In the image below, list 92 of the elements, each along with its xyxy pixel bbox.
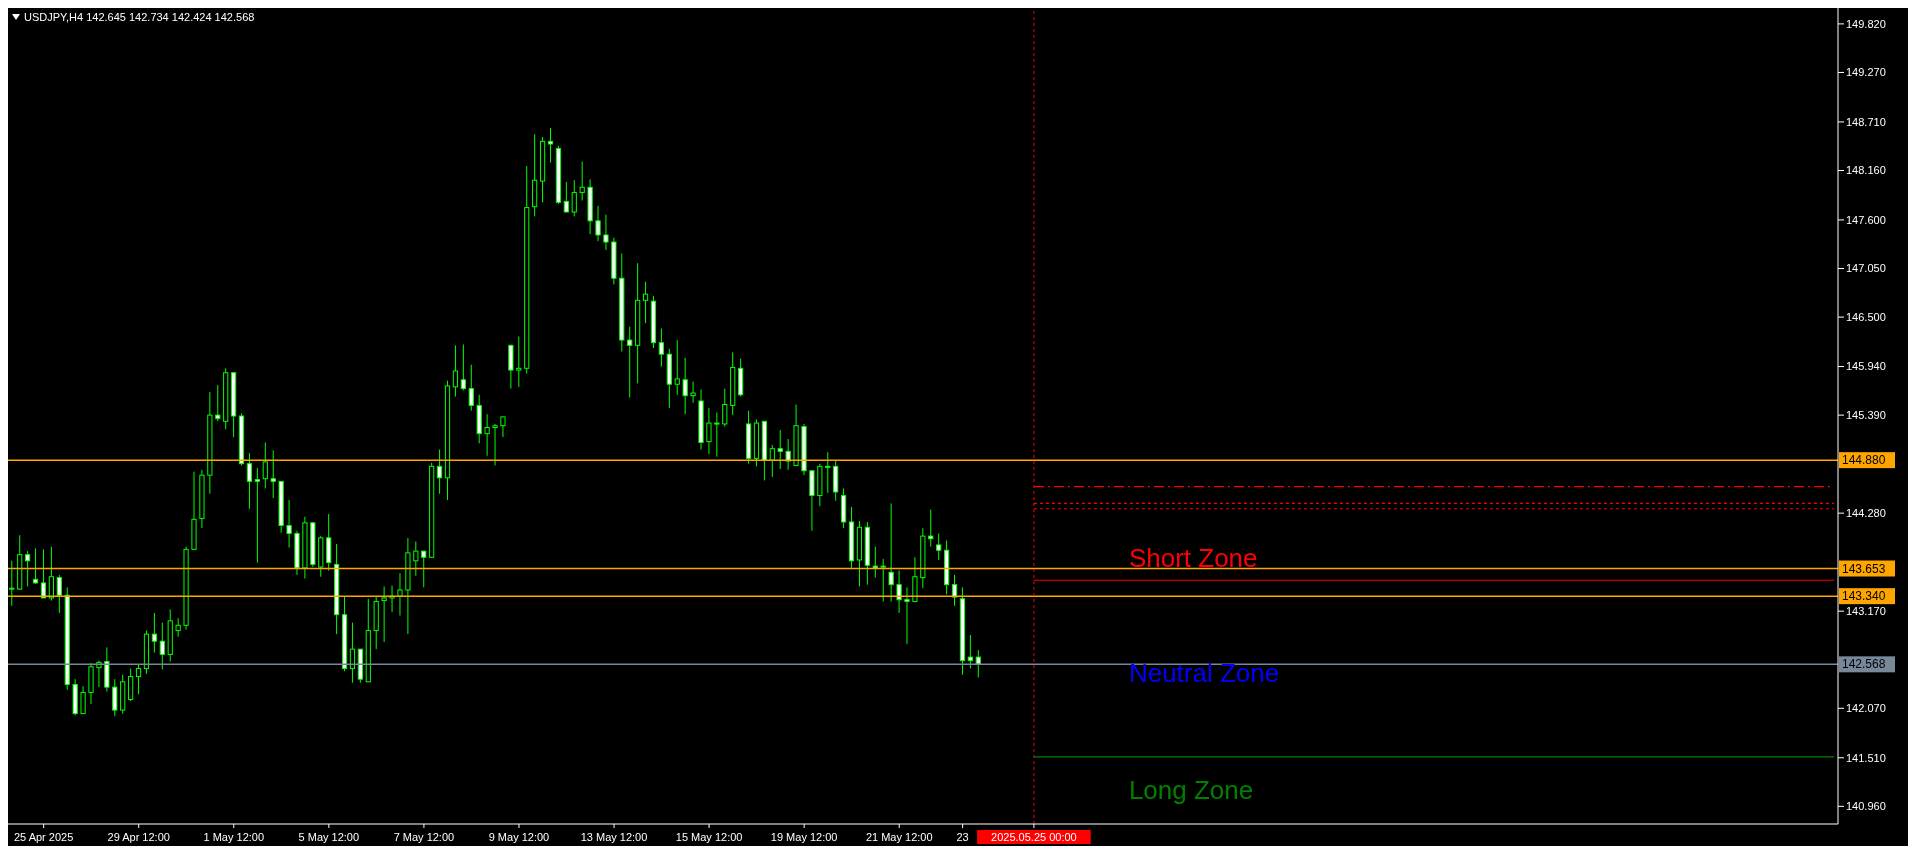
candlestick	[682, 357, 688, 415]
candlestick	[896, 570, 902, 614]
candlestick	[349, 622, 356, 684]
y-tick-label: 147.050	[1846, 262, 1886, 275]
candlestick	[421, 550, 427, 588]
candlestick	[777, 429, 783, 470]
x-tick-label: 15 May 12:00	[675, 831, 743, 843]
candlestick	[413, 540, 419, 577]
candlestick	[159, 622, 165, 670]
candlestick	[286, 499, 292, 549]
candlestick	[468, 364, 474, 412]
y-tick-label: 148.160	[1846, 164, 1886, 177]
candlestick	[492, 423, 498, 466]
x-tick-label: 29 Apr 12:00	[107, 831, 170, 843]
ref-line-label: 144.880	[1842, 453, 1886, 468]
candlestick	[547, 127, 554, 164]
x-tick-label: 7 May 12:00	[393, 831, 455, 843]
ref-line-label: 142.568	[1842, 657, 1886, 672]
x-tick-label: 1 May 12:00	[203, 831, 265, 843]
x-tick-label: 9 May 12:00	[488, 831, 550, 843]
x-tick-label: 23	[956, 831, 969, 843]
candlestick	[270, 449, 276, 499]
candlestick	[674, 339, 680, 396]
candlestick	[80, 685, 86, 715]
candlestick	[603, 214, 609, 251]
candlestick	[975, 649, 981, 678]
candlestick	[642, 281, 649, 324]
annotation: Neutral Zone	[1128, 658, 1280, 688]
y-tick-label: 149.270	[1846, 66, 1886, 79]
candlestick	[56, 574, 62, 614]
y-tick-label: 142.070	[1846, 702, 1886, 715]
x-tick-label: 2025.05.25 00:00	[991, 831, 1077, 843]
x-tick-label: 5 May 12:00	[298, 831, 360, 843]
candlestick	[25, 550, 31, 587]
candlestick	[436, 449, 443, 495]
ref-line-label: 143.340	[1842, 589, 1886, 604]
x-tick-label: 25 Apr 2025	[13, 831, 74, 843]
ref-line-label: 143.653	[1842, 561, 1886, 576]
annotation: Long Zone	[1128, 775, 1254, 805]
candlestick	[112, 678, 118, 717]
y-tick-label: 146.500	[1846, 311, 1886, 323]
candlestick	[48, 546, 54, 602]
candlestick	[714, 411, 720, 458]
candlestick	[563, 181, 569, 213]
candlestick	[175, 617, 181, 638]
candlestick	[825, 451, 831, 494]
y-tick-label: 140.960	[1846, 800, 1886, 813]
candlestick	[460, 343, 466, 391]
candlestick	[32, 547, 39, 585]
y-tick-label: 144.280	[1846, 507, 1886, 520]
candlestick	[381, 585, 387, 643]
y-tick-label: 141.510	[1846, 751, 1886, 764]
candlestick	[151, 612, 157, 654]
candlestick	[888, 502, 894, 602]
y-tick-label: 145.940	[1846, 360, 1886, 373]
candlestick	[135, 663, 142, 695]
candlestick	[500, 416, 506, 438]
x-tick-label: 19 May 12:00	[770, 831, 838, 843]
candlestick	[397, 572, 403, 617]
candlestick	[658, 328, 664, 368]
candlestick	[595, 205, 601, 242]
candlestick	[872, 546, 878, 579]
y-tick-label: 143.170	[1846, 605, 1886, 618]
candlestick	[936, 532, 942, 561]
y-tick-label: 149.820	[1846, 17, 1886, 30]
annotation: Short Zone	[1128, 543, 1258, 573]
candlestick	[627, 326, 633, 398]
y-tick-label: 148.710	[1846, 115, 1886, 128]
candlestick	[516, 336, 522, 388]
candlestick	[40, 548, 47, 599]
y-tick-label: 147.600	[1846, 213, 1886, 226]
candlestick	[579, 161, 585, 202]
candlestick	[904, 586, 910, 645]
candlestick	[928, 509, 934, 548]
candlestick	[967, 634, 973, 670]
x-tick-label: 13 May 12:00	[580, 831, 648, 843]
y-tick-label: 145.390	[1846, 409, 1886, 422]
candlestick	[484, 413, 490, 457]
candlestick	[706, 407, 712, 455]
candlestick	[690, 381, 696, 404]
candlestick	[215, 384, 221, 422]
candlestick	[722, 388, 728, 428]
candlestick	[571, 179, 577, 217]
candlestick	[246, 452, 253, 510]
candlestick	[262, 441, 268, 489]
candlestick	[254, 467, 260, 564]
candlestick	[880, 558, 886, 602]
chart-title: USDJPY,H4 142.645 142.734 142.424 142.568	[24, 11, 255, 23]
x-tick-label: 21 May 12:00	[865, 831, 933, 843]
candlestick	[96, 660, 102, 688]
candlestick	[128, 668, 134, 702]
candlestick	[452, 344, 459, 398]
